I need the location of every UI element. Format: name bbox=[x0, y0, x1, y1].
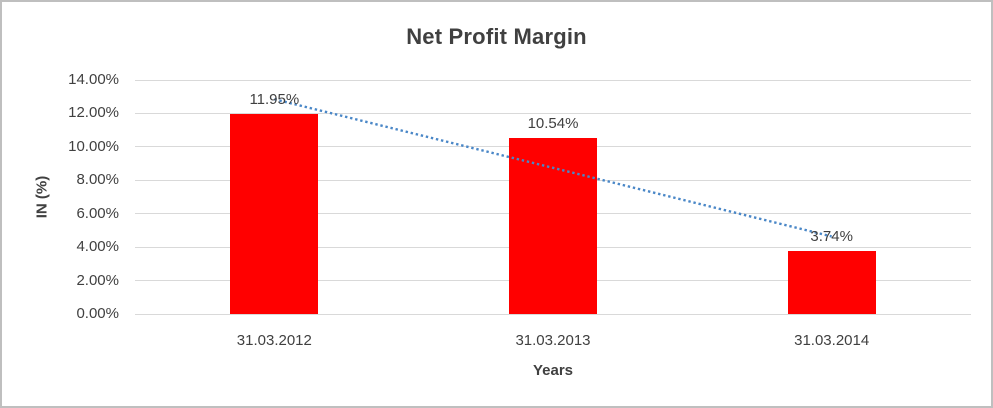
bar-31.03.2014 bbox=[787, 251, 876, 314]
x-tick-label: 31.03.2012 bbox=[236, 332, 312, 349]
y-tick-label: 6.00% bbox=[76, 204, 119, 222]
x-tick-label: 31.03.2013 bbox=[515, 332, 591, 349]
x-tick-label: 31.03.2014 bbox=[794, 332, 870, 349]
y-tick-label: 8.00% bbox=[76, 171, 119, 189]
y-tick-label: 2.00% bbox=[76, 271, 119, 289]
y-tick-label: 14.00% bbox=[68, 71, 119, 88]
y-tick-label: 10.00% bbox=[68, 137, 119, 155]
y-tick-label: 4.00% bbox=[76, 238, 119, 256]
gridline bbox=[135, 79, 971, 81]
gridline bbox=[135, 313, 971, 315]
y-tick-label: 0.00% bbox=[76, 305, 119, 322]
x-axis-title: Years bbox=[532, 362, 574, 379]
y-tick-label: 12.00% bbox=[68, 104, 119, 122]
data-label: 3.74% bbox=[810, 228, 853, 246]
bar-31.03.2012 bbox=[230, 114, 319, 314]
chart-title: Net Profit Margin bbox=[406, 24, 587, 49]
bar-31.03.2013 bbox=[509, 137, 597, 314]
data-label: 11.95% bbox=[249, 91, 300, 109]
data-label: 10.54% bbox=[527, 114, 579, 132]
